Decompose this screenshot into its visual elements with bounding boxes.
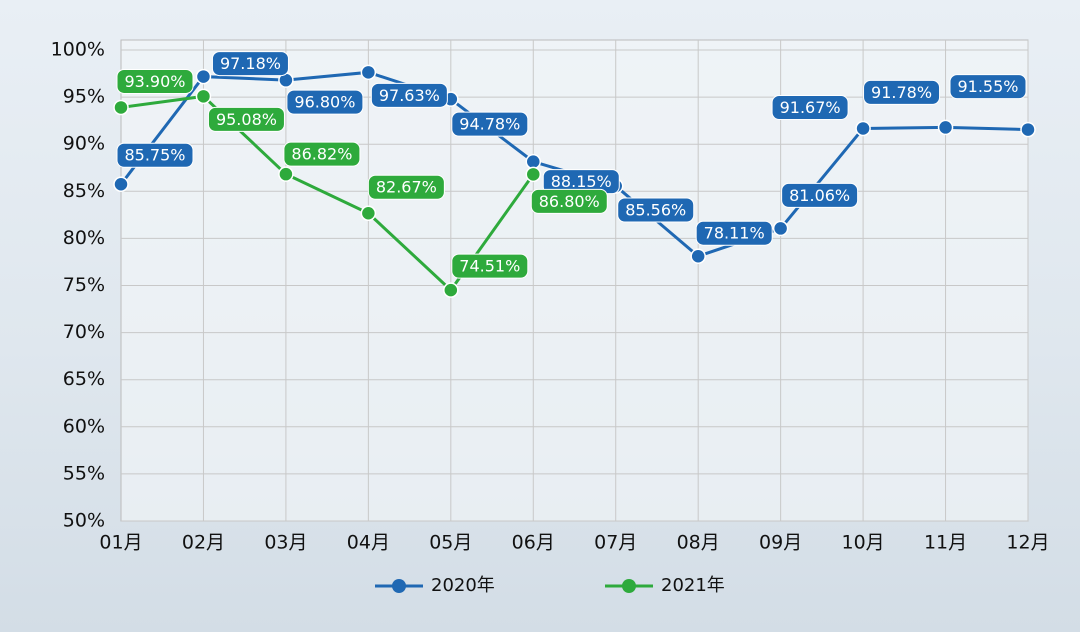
data-label-box [451,111,529,137]
data-label-box [207,106,285,132]
legend-marker [622,579,636,593]
y-tick-label: 65% [63,368,105,390]
data-label-box [617,197,695,223]
data-point [937,119,954,136]
x-tick-label: 10月 [841,532,884,554]
x-tick-label: 11月 [924,532,967,554]
data-label: 91.67% [780,98,841,117]
data-point [195,68,212,85]
data-label-box [116,142,194,168]
y-tick-label: 75% [63,274,105,296]
data-label-box [370,82,448,108]
data-label: 96.80% [294,93,355,112]
y-tick-label: 80% [63,227,105,249]
data-label: 91.55% [957,77,1018,96]
y-tick-label: 60% [63,415,105,437]
data-label-box [116,68,194,94]
data-point [443,282,459,298]
y-tick-label: 85% [63,180,105,202]
data-label: 86.82% [291,145,352,164]
x-tick-label: 01月 [99,532,142,554]
y-tick-label: 90% [63,133,105,155]
data-label: 95.08% [216,110,277,129]
data-point [113,99,129,116]
data-point [360,64,377,81]
data-label-box [949,74,1027,100]
data-point [360,205,377,221]
data-label-box [781,182,859,208]
x-tick-label: 02月 [182,532,225,554]
x-tick-label: 07月 [594,532,637,554]
data-point [113,176,129,192]
x-tick-label: 08月 [677,532,720,554]
data-label: 85.56% [625,201,686,220]
y-tick-label: 55% [63,462,105,484]
y-tick-label: 70% [63,321,105,343]
data-point [195,88,212,105]
legend-label: 2021年 [661,575,725,596]
data-label: 74.51% [459,257,520,276]
x-tick-label: 04月 [347,532,390,554]
y-tick-label: 100% [51,39,105,61]
data-label: 81.06% [789,186,850,205]
data-label: 78.11% [704,224,765,243]
data-label-box [451,253,529,279]
data-point [855,120,871,137]
data-point [772,220,789,237]
data-label-box [367,174,445,200]
y-tick-label: 95% [63,86,105,108]
data-point [525,166,542,183]
data-label-box [695,220,773,246]
data-point [1020,121,1036,138]
data-label-box [771,94,849,120]
data-label-box [283,141,361,167]
data-label: 85.75% [124,146,185,165]
x-tick-label: 06月 [512,532,555,554]
data-label-box [211,51,289,77]
data-label: 88.15% [551,172,612,191]
x-tick-label: 09月 [759,532,802,554]
data-label-box [286,89,364,115]
x-tick-label: 05月 [429,532,472,554]
data-point [690,248,706,264]
data-point [525,153,542,170]
data-label: 91.78% [871,83,932,102]
data-label-box [863,79,941,105]
data-point [278,166,294,182]
data-label: 97.63% [379,86,440,105]
x-tick-label: 12月 [1006,532,1049,554]
data-label-box [530,188,608,214]
legend-marker [392,579,406,593]
legend-label: 2020年 [431,575,495,596]
data-label: 93.90% [124,72,185,91]
data-label: 82.67% [376,178,437,197]
x-tick-label: 03月 [264,532,307,554]
y-tick-label: 50% [63,510,105,532]
data-label: 94.78% [459,115,520,134]
data-label: 86.80% [539,192,600,211]
data-label: 97.18% [220,54,281,73]
